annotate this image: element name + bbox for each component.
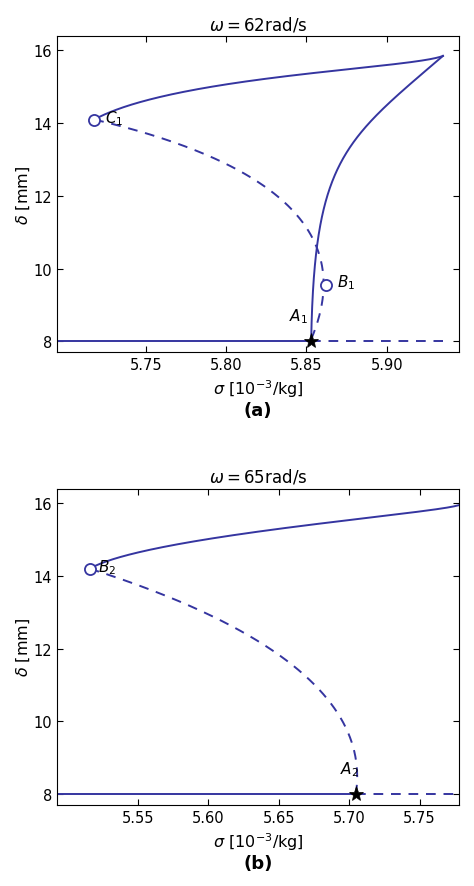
Text: $C_1$: $C_1$	[106, 109, 124, 128]
Text: $A_1$: $A_1$	[289, 307, 308, 325]
X-axis label: $\sigma\ [10^{-3}/\mathrm{kg}]$: $\sigma\ [10^{-3}/\mathrm{kg}]$	[213, 378, 303, 400]
Y-axis label: $\delta\ [\mathrm{mm}]$: $\delta\ [\mathrm{mm}]$	[15, 165, 32, 224]
Text: (a): (a)	[244, 401, 273, 420]
Title: $\omega = 65\mathrm{rad/s}$: $\omega = 65\mathrm{rad/s}$	[209, 467, 308, 486]
Text: $B_1$: $B_1$	[337, 273, 355, 291]
X-axis label: $\sigma\ [10^{-3}/\mathrm{kg}]$: $\sigma\ [10^{-3}/\mathrm{kg}]$	[213, 830, 303, 852]
Y-axis label: $\delta\ [\mathrm{mm}]$: $\delta\ [\mathrm{mm}]$	[15, 618, 32, 677]
Text: $B_2$: $B_2$	[98, 558, 116, 577]
Text: $A_2$: $A_2$	[339, 759, 358, 778]
Text: (b): (b)	[244, 854, 273, 872]
Title: $\omega = 62\mathrm{rad/s}$: $\omega = 62\mathrm{rad/s}$	[209, 15, 308, 34]
